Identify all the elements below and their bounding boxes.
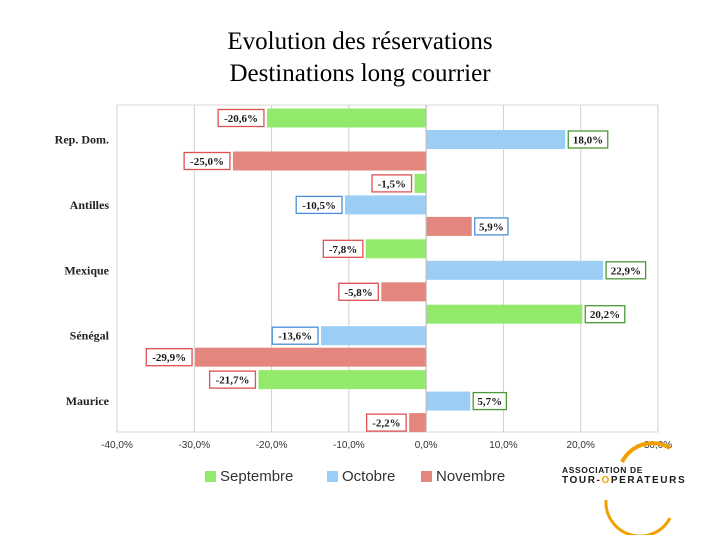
data-label: 20,2% <box>590 309 620 321</box>
association-tour-operateurs-logo: ASSOCIATION DE TOUR-OPERATEURS <box>562 440 712 535</box>
logo-ring-icon <box>604 441 672 535</box>
bar-septembre-0 <box>266 108 427 128</box>
bar-septembre-3 <box>426 304 583 324</box>
legend-label-octobre: Octobre <box>342 468 395 485</box>
category-label: Sénégal <box>70 329 110 343</box>
data-label: -21,7% <box>216 375 250 387</box>
data-label: 5,9% <box>479 221 504 233</box>
data-label-box <box>217 108 265 128</box>
chart-title-line-1: Evolution des réservations <box>227 28 493 55</box>
x-tick-label: 20,0% <box>567 440 595 451</box>
category-label: Maurice <box>66 394 110 408</box>
x-tick-label: -10,0% <box>333 440 365 451</box>
data-label-box <box>271 326 319 345</box>
data-label-box <box>322 239 364 258</box>
logo-text-part-b: PERATEURS <box>610 475 687 486</box>
bar-novembre-1 <box>426 216 472 236</box>
x-tick-label: 30,0% <box>644 440 672 451</box>
data-label-box <box>605 261 647 280</box>
legend-swatch-novembre <box>421 471 432 482</box>
data-label-box <box>295 195 343 215</box>
bar-octobre-1 <box>344 195 427 215</box>
category-label: Antilles <box>70 198 110 212</box>
bar-septembre-1 <box>414 173 427 193</box>
bar-novembre-2 <box>381 282 427 302</box>
data-label: -2,2% <box>372 418 400 430</box>
bar-octobre-3 <box>321 326 427 346</box>
bar-septembre-2 <box>365 239 427 259</box>
data-label: 22,9% <box>611 265 641 277</box>
data-label-box <box>567 130 609 149</box>
data-label-box <box>365 413 407 432</box>
x-tick-label: -30,0% <box>178 440 210 451</box>
data-label-box <box>371 174 413 193</box>
data-label: -5,8% <box>344 287 372 299</box>
legend-swatch-octobre <box>327 471 338 482</box>
data-label: -1,5% <box>378 178 406 190</box>
logo-text-part-a: TOUR- <box>562 475 602 486</box>
data-label-box <box>208 370 257 389</box>
bar-octobre-0 <box>426 130 566 149</box>
x-tick-label: -40,0% <box>101 440 133 451</box>
data-label-box <box>472 391 508 411</box>
category-label: Mexique <box>64 263 109 277</box>
data-label: -13,6% <box>278 331 312 343</box>
data-label-box <box>338 282 379 301</box>
data-label-box <box>183 151 231 171</box>
category-label: Rep. Dom. <box>55 133 109 147</box>
logo-text-o: O <box>601 475 611 486</box>
data-label: -25,0% <box>190 156 224 168</box>
legend-label-septembre: Septembre <box>220 468 293 485</box>
data-label-box <box>145 348 193 367</box>
data-label: 18,0% <box>573 135 603 147</box>
x-tick-label: 0,0% <box>415 440 438 451</box>
legend-swatch-septembre <box>205 471 216 482</box>
data-label: -20,6% <box>224 113 258 125</box>
x-tick-label: -20,0% <box>256 440 288 451</box>
data-label: -10,5% <box>302 200 336 212</box>
chart-title-line-2: Destinations long courrier <box>229 60 491 87</box>
data-label: -7,8% <box>329 244 357 256</box>
data-label-box <box>584 305 626 324</box>
logo-text-line-2: TOUR-OPERATEURS <box>562 475 686 486</box>
bar-novembre-0 <box>232 151 427 171</box>
logo-text-line-1: ASSOCIATION DE <box>562 465 643 475</box>
data-label: 5,7% <box>477 396 502 408</box>
legend-label-novembre: Novembre <box>436 468 505 485</box>
bar-novembre-3 <box>195 347 427 367</box>
data-label: -29,9% <box>152 352 186 364</box>
bar-octobre-2 <box>426 260 604 280</box>
chart-title: Evolution des réservations Destinations … <box>0 26 720 90</box>
data-label-box <box>474 217 509 236</box>
bar-septembre-4 <box>258 370 427 390</box>
bar-octobre-4 <box>426 391 471 411</box>
x-tick-label: 10,0% <box>489 440 517 451</box>
bar-novembre-4 <box>409 413 427 433</box>
